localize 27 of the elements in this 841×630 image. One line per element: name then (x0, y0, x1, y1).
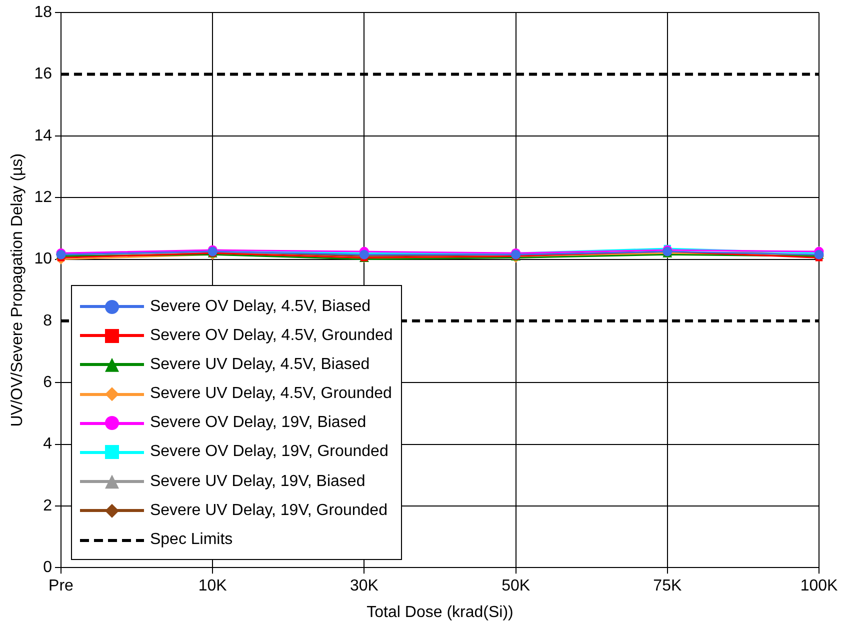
legend-label: Severe OV Delay, 19V, Grounded (150, 443, 388, 462)
legend-label: Severe UV Delay, 4.5V, Grounded (150, 385, 392, 404)
x-axis-title: Total Dose (krad(Si)) (366, 604, 514, 621)
y-tick-label: 14 (34, 127, 52, 144)
y-tick-label: 16 (34, 66, 52, 83)
x-tick-label: 50K (502, 578, 530, 595)
legend-label: Severe UV Delay, 19V, Biased (150, 472, 366, 491)
legend-label: Spec Limits (150, 531, 233, 550)
x-tick-label: 10K (198, 578, 228, 595)
legend-label: Severe OV Delay, 4.5V, Biased (150, 298, 371, 316)
legend-label: Severe OV Delay, 19V, Biased (150, 414, 366, 432)
y-tick-label: 18 (34, 4, 52, 22)
y-tick-label: 10 (34, 250, 52, 268)
y-axis-title: UV/OV/Severe Propagation Delay (µs) (9, 153, 26, 427)
y-tick-label: 12 (34, 189, 52, 206)
x-tick-label: 30K (350, 578, 379, 595)
x-tick-label: 75K (653, 578, 682, 595)
x-tick-label: Pre (48, 578, 74, 595)
legend-label: Severe UV Delay, 19V, Grounded (150, 502, 388, 520)
y-tick-label: 6 (43, 374, 52, 392)
y-tick-label: 2 (43, 497, 52, 514)
y-tick-label: 0 (43, 559, 52, 576)
legend-label: Severe OV Delay, 4.5V, Grounded (150, 326, 393, 345)
x-tick-label: 100K (800, 578, 838, 595)
legend-label: Severe UV Delay, 4.5V, Biased (150, 356, 370, 374)
y-tick-label: 8 (43, 312, 52, 330)
y-tick-label: 4 (43, 436, 52, 453)
